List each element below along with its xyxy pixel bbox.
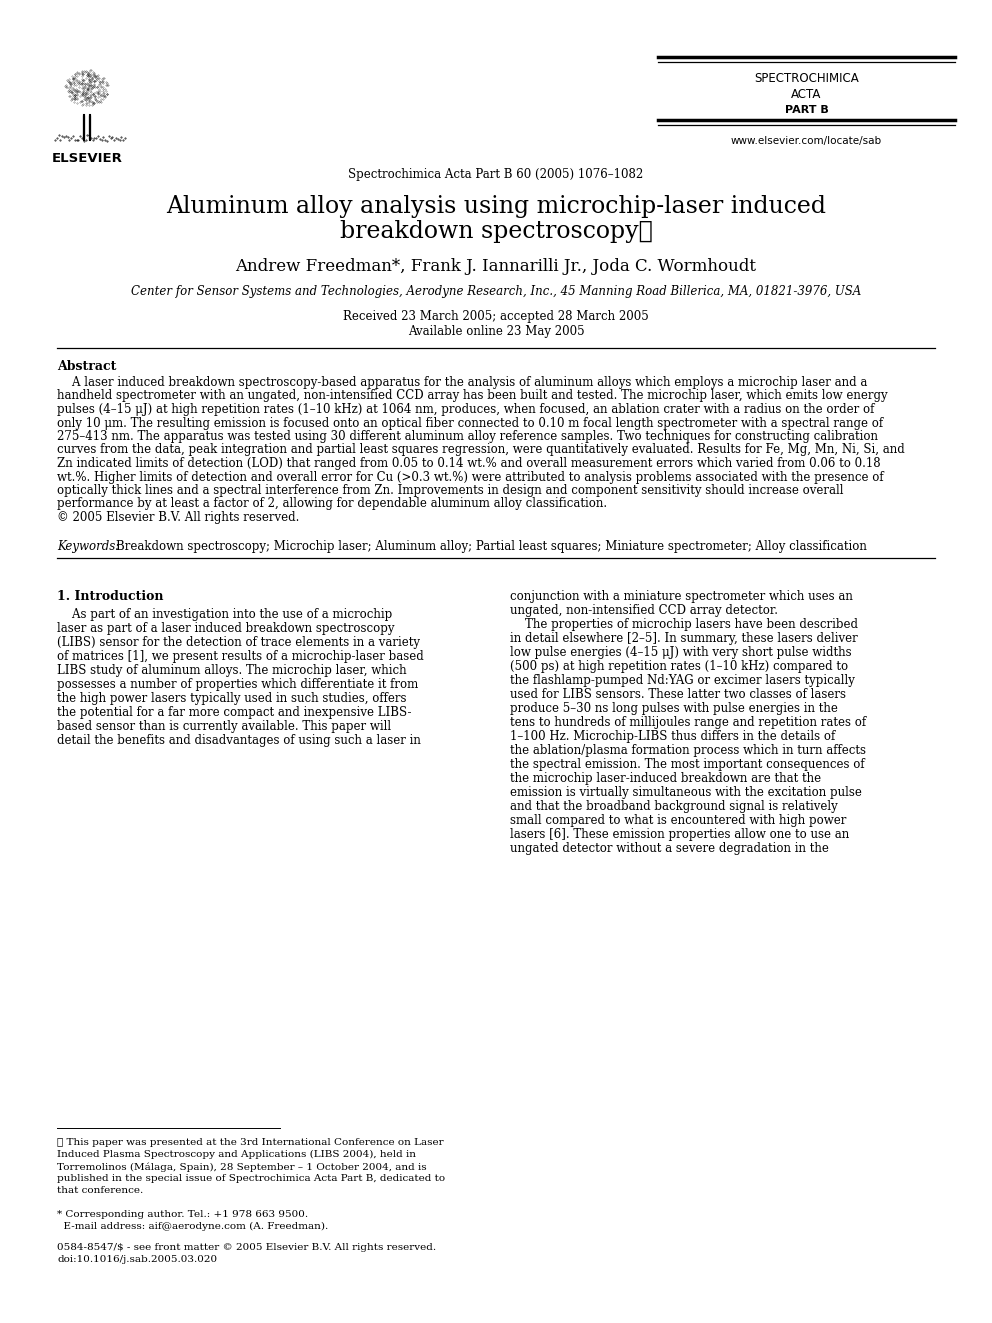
Text: ☆ This paper was presented at the 3rd International Conference on Laser: ☆ This paper was presented at the 3rd In… xyxy=(57,1138,443,1147)
Text: ACTA: ACTA xyxy=(792,89,821,101)
Text: based sensor than is currently available. This paper will: based sensor than is currently available… xyxy=(57,720,391,733)
Text: lasers [6]. These emission properties allow one to use an: lasers [6]. These emission properties al… xyxy=(510,828,849,841)
Text: the flashlamp-pumped Nd:YAG or excimer lasers typically: the flashlamp-pumped Nd:YAG or excimer l… xyxy=(510,673,855,687)
Text: 1–100 Hz. Microchip-LIBS thus differs in the details of: 1–100 Hz. Microchip-LIBS thus differs in… xyxy=(510,730,835,744)
Text: (LIBS) sensor for the detection of trace elements in a variety: (LIBS) sensor for the detection of trace… xyxy=(57,636,420,650)
Text: Spectrochimica Acta Part B 60 (2005) 1076–1082: Spectrochimica Acta Part B 60 (2005) 107… xyxy=(348,168,644,181)
Text: tens to hundreds of millijoules range and repetition rates of: tens to hundreds of millijoules range an… xyxy=(510,716,866,729)
Text: Torremolinos (Málaga, Spain), 28 September – 1 October 2004, and is: Torremolinos (Málaga, Spain), 28 Septemb… xyxy=(57,1162,427,1171)
Text: E-mail address: aif@aerodyne.com (A. Freedman).: E-mail address: aif@aerodyne.com (A. Fre… xyxy=(57,1222,328,1232)
Text: the ablation/plasma formation process which in turn affects: the ablation/plasma formation process wh… xyxy=(510,744,866,757)
Text: Available online 23 May 2005: Available online 23 May 2005 xyxy=(408,325,584,337)
Text: * Corresponding author. Tel.: +1 978 663 9500.: * Corresponding author. Tel.: +1 978 663… xyxy=(57,1211,309,1218)
Text: and that the broadband background signal is relatively: and that the broadband background signal… xyxy=(510,800,838,814)
Text: only 10 μm. The resulting emission is focused onto an optical fiber connected to: only 10 μm. The resulting emission is fo… xyxy=(57,417,883,430)
Text: © 2005 Elsevier B.V. All rights reserved.: © 2005 Elsevier B.V. All rights reserved… xyxy=(57,511,300,524)
Text: doi:10.1016/j.sab.2005.03.020: doi:10.1016/j.sab.2005.03.020 xyxy=(57,1256,217,1263)
Text: As part of an investigation into the use of a microchip: As part of an investigation into the use… xyxy=(57,609,392,620)
Text: ELSEVIER: ELSEVIER xyxy=(52,152,122,165)
Text: that conference.: that conference. xyxy=(57,1185,143,1195)
Text: ungated, non-intensified CCD array detector.: ungated, non-intensified CCD array detec… xyxy=(510,605,778,617)
Text: of matrices [1], we present results of a microchip-laser based: of matrices [1], we present results of a… xyxy=(57,650,424,663)
Text: 275–413 nm. The apparatus was tested using 30 different aluminum alloy reference: 275–413 nm. The apparatus was tested usi… xyxy=(57,430,878,443)
Text: conjunction with a miniature spectrometer which uses an: conjunction with a miniature spectromete… xyxy=(510,590,853,603)
Text: The properties of microchip lasers have been described: The properties of microchip lasers have … xyxy=(510,618,858,631)
Text: pulses (4–15 μJ) at high repetition rates (1–10 kHz) at 1064 nm, produces, when : pulses (4–15 μJ) at high repetition rate… xyxy=(57,404,874,415)
Text: PART B: PART B xyxy=(785,105,828,115)
Text: used for LIBS sensors. These latter two classes of lasers: used for LIBS sensors. These latter two … xyxy=(510,688,846,701)
Text: small compared to what is encountered with high power: small compared to what is encountered wi… xyxy=(510,814,846,827)
Text: Induced Plasma Spectroscopy and Applications (LIBS 2004), held in: Induced Plasma Spectroscopy and Applicat… xyxy=(57,1150,416,1159)
Text: curves from the data, peak integration and partial least squares regression, wer: curves from the data, peak integration a… xyxy=(57,443,905,456)
Text: Center for Sensor Systems and Technologies, Aerodyne Research, Inc., 45 Manning : Center for Sensor Systems and Technologi… xyxy=(131,284,861,298)
Text: Andrew Freedman*, Frank J. Iannarilli Jr., Joda C. Wormhoudt: Andrew Freedman*, Frank J. Iannarilli Jr… xyxy=(235,258,757,275)
Text: A laser induced breakdown spectroscopy-based apparatus for the analysis of alumi: A laser induced breakdown spectroscopy-b… xyxy=(57,376,867,389)
Text: SPECTROCHIMICA: SPECTROCHIMICA xyxy=(754,71,859,85)
Text: handheld spectrometer with an ungated, non-intensified CCD array has been built : handheld spectrometer with an ungated, n… xyxy=(57,389,888,402)
Text: Breakdown spectroscopy; Microchip laser; Aluminum alloy; Partial least squares; : Breakdown spectroscopy; Microchip laser;… xyxy=(116,540,867,553)
Text: 0584-8547/$ - see front matter © 2005 Elsevier B.V. All rights reserved.: 0584-8547/$ - see front matter © 2005 El… xyxy=(57,1244,436,1252)
Text: performance by at least a factor of 2, allowing for dependable aluminum alloy cl: performance by at least a factor of 2, a… xyxy=(57,497,607,511)
Text: Received 23 March 2005; accepted 28 March 2005: Received 23 March 2005; accepted 28 Marc… xyxy=(343,310,649,323)
Text: ungated detector without a severe degradation in the: ungated detector without a severe degrad… xyxy=(510,841,829,855)
Text: in detail elsewhere [2–5]. In summary, these lasers deliver: in detail elsewhere [2–5]. In summary, t… xyxy=(510,632,858,646)
Text: breakdown spectroscopy☆: breakdown spectroscopy☆ xyxy=(339,220,653,243)
Text: published in the special issue of Spectrochimica Acta Part B, dedicated to: published in the special issue of Spectr… xyxy=(57,1174,445,1183)
Text: low pulse energies (4–15 μJ) with very short pulse widths: low pulse energies (4–15 μJ) with very s… xyxy=(510,646,851,659)
Text: the microchip laser-induced breakdown are that the: the microchip laser-induced breakdown ar… xyxy=(510,773,821,785)
Text: Abstract: Abstract xyxy=(57,360,116,373)
Text: www.elsevier.com/locate/sab: www.elsevier.com/locate/sab xyxy=(731,136,882,146)
Text: the high power lasers typically used in such studies, offers: the high power lasers typically used in … xyxy=(57,692,407,705)
Text: laser as part of a laser induced breakdown spectroscopy: laser as part of a laser induced breakdo… xyxy=(57,622,395,635)
Text: (500 ps) at high repetition rates (1–10 kHz) compared to: (500 ps) at high repetition rates (1–10 … xyxy=(510,660,848,673)
Text: wt.%. Higher limits of detection and overall error for Cu (>0.3 wt.%) were attri: wt.%. Higher limits of detection and ove… xyxy=(57,471,884,483)
Text: Keywords:: Keywords: xyxy=(57,540,119,553)
Text: possesses a number of properties which differentiate it from: possesses a number of properties which d… xyxy=(57,677,419,691)
Text: Aluminum alloy analysis using microchip-laser induced: Aluminum alloy analysis using microchip-… xyxy=(166,194,826,218)
Text: the potential for a far more compact and inexpensive LIBS-: the potential for a far more compact and… xyxy=(57,706,412,718)
Text: emission is virtually simultaneous with the excitation pulse: emission is virtually simultaneous with … xyxy=(510,786,862,799)
Text: LIBS study of aluminum alloys. The microchip laser, which: LIBS study of aluminum alloys. The micro… xyxy=(57,664,407,677)
Text: detail the benefits and disadvantages of using such a laser in: detail the benefits and disadvantages of… xyxy=(57,734,421,747)
Text: the spectral emission. The most important consequences of: the spectral emission. The most importan… xyxy=(510,758,865,771)
Text: optically thick lines and a spectral interference from Zn. Improvements in desig: optically thick lines and a spectral int… xyxy=(57,484,843,497)
Text: Zn indicated limits of detection (LOD) that ranged from 0.05 to 0.14 wt.% and ov: Zn indicated limits of detection (LOD) t… xyxy=(57,456,881,470)
Text: produce 5–30 ns long pulses with pulse energies in the: produce 5–30 ns long pulses with pulse e… xyxy=(510,703,838,714)
Text: 1. Introduction: 1. Introduction xyxy=(57,590,164,603)
